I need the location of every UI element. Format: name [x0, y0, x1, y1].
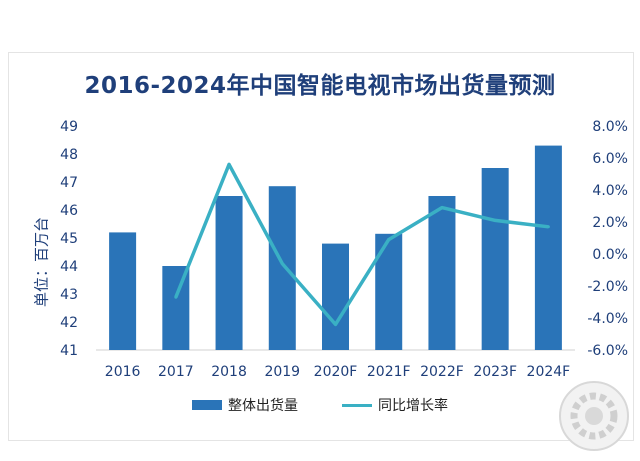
x-tick-label: 2020F: [314, 364, 358, 380]
legend: 整体出货量 同比增长率: [0, 395, 640, 415]
y-tick-right: 6.0%: [592, 151, 628, 167]
bar: [109, 232, 137, 350]
y-tick-right: 4.0%: [592, 183, 628, 199]
x-tick-label: 2017: [158, 364, 194, 380]
growth-rate-point: [227, 162, 231, 166]
growth-rate-line: [174, 162, 549, 327]
gear-logo-icon: [559, 381, 629, 451]
x-tick-label: 2018: [211, 364, 247, 380]
growth-rate-point: [174, 295, 178, 299]
bar: [268, 186, 296, 350]
y-tick-left: 42: [60, 315, 78, 331]
x-tick-label: 2024F: [527, 364, 571, 380]
growth-rate-point: [334, 322, 337, 326]
legend-label-bars: 整体出货量: [228, 398, 298, 414]
bar: [322, 243, 349, 350]
x-tick-label: 2021F: [367, 364, 411, 380]
x-tick-label: 2019: [264, 364, 300, 380]
legend-item-bars: 整体出货量: [192, 395, 298, 415]
y-tick-right: 0.0%: [592, 247, 628, 263]
y-tick-left: 44: [60, 259, 78, 275]
x-tick-label: 2022F: [420, 364, 464, 380]
legend-bar-swatch: [192, 400, 222, 410]
y-tick-left: 46: [60, 203, 78, 219]
bar: [162, 266, 190, 350]
y-tick-left: 43: [60, 287, 78, 303]
bar: [375, 233, 403, 350]
legend-label-line: 同比增长率: [378, 398, 448, 414]
y-tick-left: 47: [60, 175, 78, 191]
bar: [481, 168, 509, 350]
legend-item-line: 同比增长率: [342, 395, 448, 415]
y-tick-right: -6.0%: [587, 343, 628, 359]
x-tick-label: 2016: [105, 364, 141, 380]
growth-rate-point: [493, 218, 497, 222]
growth-rate-point: [280, 262, 284, 266]
growth-rate-point: [546, 225, 550, 229]
y-tick-left: 45: [60, 231, 78, 247]
y-tick-right: 2.0%: [592, 215, 628, 231]
bar: [428, 196, 456, 350]
chart-title: 2016-2024年中国智能电视市场出货量预测: [84, 73, 556, 99]
y-tick-left: 48: [60, 147, 78, 163]
legend-line-swatch: [342, 403, 372, 407]
y-tick-left: 41: [60, 343, 78, 359]
y-tick-right: -4.0%: [587, 311, 628, 327]
y-tick-right: -2.0%: [587, 279, 628, 295]
y-tick-right: 8.0%: [592, 119, 628, 135]
growth-rate-point: [440, 206, 444, 210]
bar: [534, 145, 562, 350]
growth-rate-point: [387, 238, 391, 242]
y-tick-left: 49: [60, 119, 78, 135]
x-tick-label: 2023F: [473, 364, 517, 380]
bar: [215, 196, 243, 350]
